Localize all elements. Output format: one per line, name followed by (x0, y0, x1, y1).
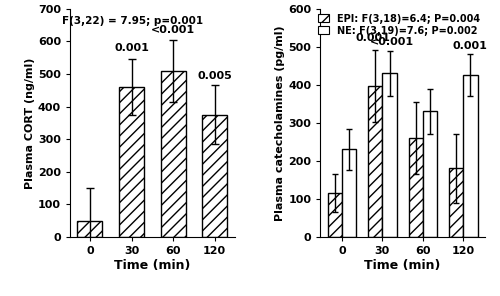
Bar (408, 138, 423, 237)
Text: 0.001: 0.001 (453, 41, 488, 52)
Y-axis label: Plasma CORT (ng/ml): Plasma CORT (ng/ml) (25, 57, 35, 189)
Text: 0.001: 0.001 (114, 43, 149, 53)
X-axis label: Time (min): Time (min) (114, 259, 190, 272)
Bar (342, 149, 356, 237)
Bar (328, 193, 342, 237)
Text: 0.001: 0.001 (356, 33, 391, 43)
Bar (78, 221, 102, 237)
Bar (368, 86, 382, 237)
Legend: EPI: F(3,18)=6.4; P=0.004, NE: F(3,19)=7.6; P=0.002: EPI: F(3,18)=6.4; P=0.004, NE: F(3,19)=7… (318, 14, 480, 36)
Bar (119, 87, 144, 237)
X-axis label: Time (min): Time (min) (364, 259, 441, 272)
Y-axis label: Plasma catecholamines (pg/ml): Plasma catecholamines (pg/ml) (276, 25, 285, 221)
Bar (382, 73, 396, 237)
Text: F(3,22) = 7.95; p=0.001: F(3,22) = 7.95; p=0.001 (62, 16, 203, 26)
Text: <0.001: <0.001 (151, 25, 195, 35)
Bar (423, 111, 437, 237)
Bar (464, 75, 477, 237)
Text: 0.005: 0.005 (198, 70, 232, 81)
Text: <0.001: <0.001 (370, 37, 414, 47)
Bar (160, 71, 186, 237)
Bar (202, 115, 227, 237)
Bar (449, 168, 464, 237)
